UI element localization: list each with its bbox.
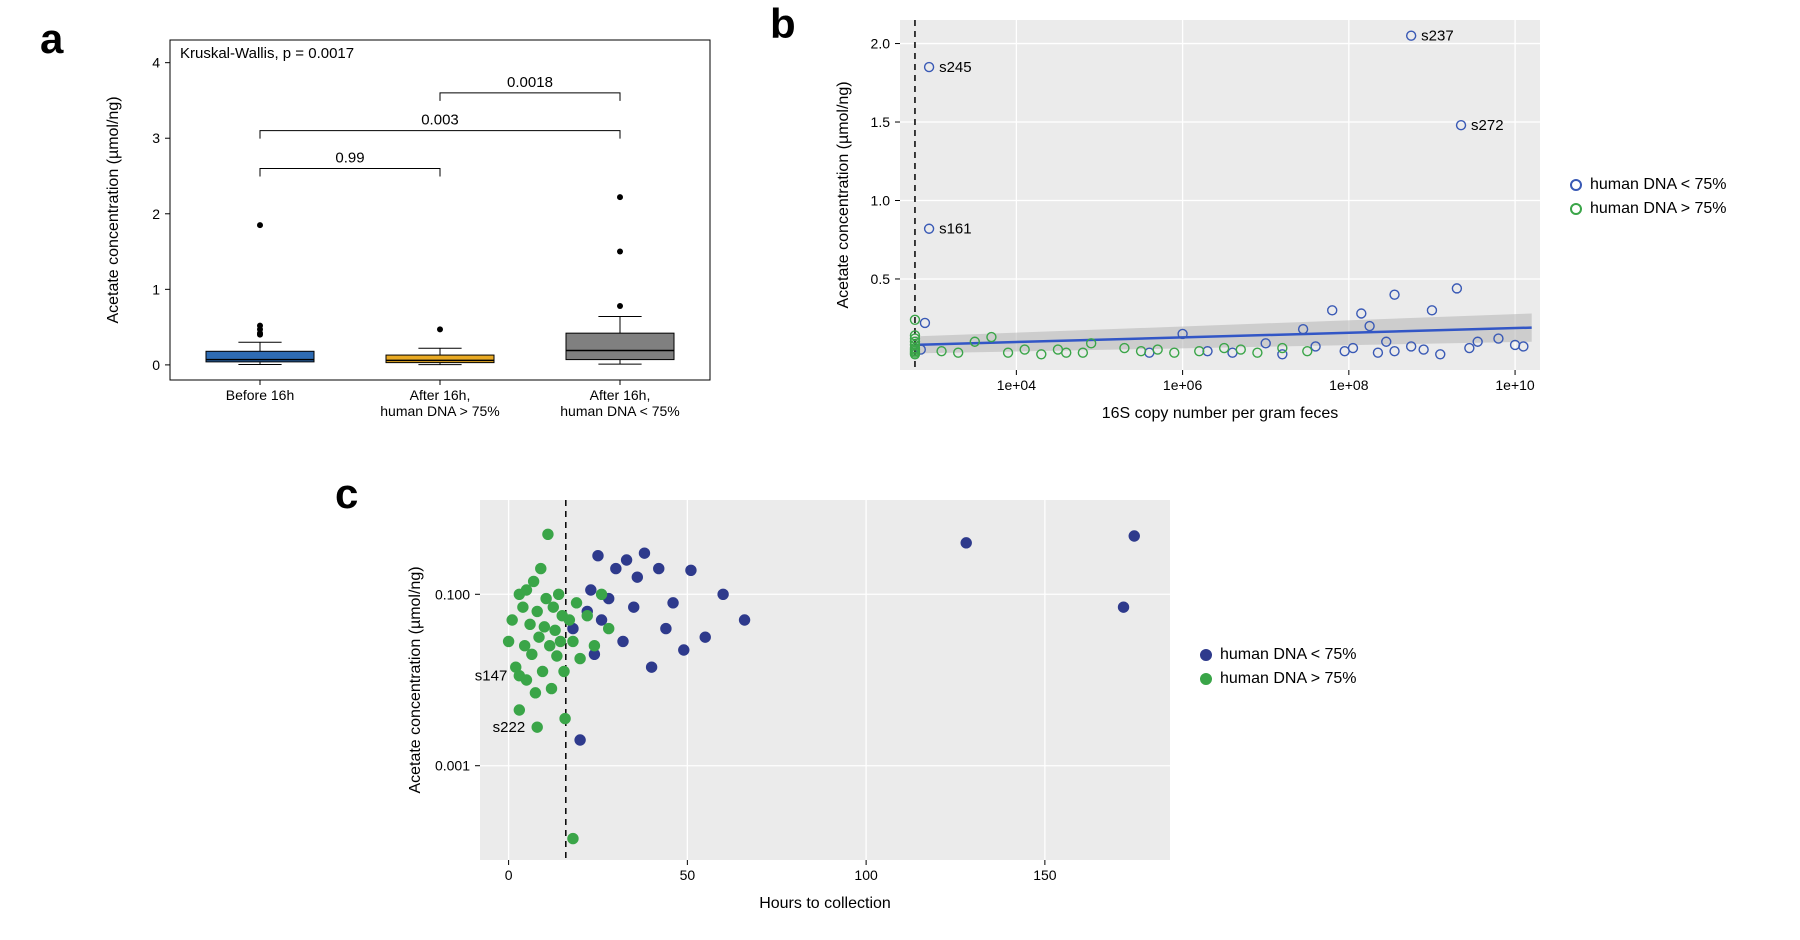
svg-text:0.5: 0.5 [871,271,891,287]
svg-text:0: 0 [505,867,513,883]
legend-item: human DNA > 75% [1570,200,1727,218]
svg-text:1e+10: 1e+10 [1495,377,1535,393]
svg-text:0.003: 0.003 [421,112,459,129]
panel-b-legend: human DNA < 75% human DNA > 75% [1570,170,1727,224]
figure-root: a b c 0 1 2 3 4 Acetate concentration (µmol/n… [0,0,1800,940]
svg-text:Hours to collection: Hours to collection [759,895,891,912]
svg-text:0.100: 0.100 [435,586,470,602]
svg-text:2.0: 2.0 [871,36,891,52]
svg-text:2: 2 [152,206,160,222]
svg-text:16S copy number per gram feces: 16S copy number per gram feces [1102,405,1339,422]
legend-item: human DNA < 75% [1570,176,1727,194]
panel-label-c: c [335,470,358,518]
legend-item: human DNA < 75% [1200,646,1357,664]
svg-text:150: 150 [1033,867,1057,883]
panel-label-a: a [40,15,63,63]
legend-label: human DNA > 75% [1220,670,1357,688]
legend-item: human DNA > 75% [1200,670,1357,688]
svg-text:1e+06: 1e+06 [1163,377,1203,393]
svg-text:1e+04: 1e+04 [997,377,1037,393]
svg-text:human DNA > 75%: human DNA > 75% [380,403,499,419]
svg-text:Before 16h: Before 16h [226,387,295,403]
svg-text:After 16h,: After 16h, [410,387,471,403]
legend-label: human DNA > 75% [1590,200,1727,218]
svg-text:1.0: 1.0 [871,192,891,208]
svg-text:1: 1 [152,281,160,297]
svg-text:s161: s161 [939,221,972,238]
panel-label-b: b [770,0,796,48]
svg-text:s272: s272 [1471,117,1504,134]
legend-label: human DNA < 75% [1590,176,1727,194]
svg-text:Acetate concentration (µmol/ng: Acetate concentration (µmol/ng) [835,81,852,308]
svg-text:s237: s237 [1421,28,1454,45]
svg-text:3: 3 [152,130,160,146]
svg-text:50: 50 [680,867,696,883]
svg-text:0.99: 0.99 [335,149,364,166]
panel-c-legend: human DNA < 75% human DNA > 75% [1200,640,1357,694]
svg-text:4: 4 [152,55,160,71]
svg-text:s222: s222 [493,719,526,736]
panel-b-scatter: s245 s161 s237 s272 1e+04 1e+06 1e+08 1e+10 0.5 1… [830,10,1550,430]
svg-text:1.5: 1.5 [871,114,891,130]
svg-text:s147: s147 [475,668,508,685]
svg-text:s245: s245 [939,59,972,76]
legend-label: human DNA < 75% [1220,646,1357,664]
svg-text:1e+08: 1e+08 [1329,377,1369,393]
svg-text:0.0018: 0.0018 [507,74,553,91]
svg-text:Kruskal-Wallis, p = 0.0017: Kruskal-Wallis, p = 0.0017 [180,45,354,62]
svg-text:0.001: 0.001 [435,758,470,774]
svg-text:0: 0 [152,357,160,373]
svg-text:After 16h,: After 16h, [590,387,651,403]
svg-text:Acetate concentration (µmol/ng: Acetate concentration (µmol/ng) [407,566,424,793]
svg-text:Acetate concentration (µmol/ng: Acetate concentration (µmol/ng) [105,96,122,323]
svg-text:human DNA < 75%: human DNA < 75% [560,403,679,419]
panel-c-scatter: s147 s222 0 50 100 150 0.001 0.100 Hours to coll… [400,490,1180,920]
svg-text:100: 100 [854,867,878,883]
panel-a-boxplot: 0 1 2 3 4 Acetate concentration (µmol/ng) Befo… [100,30,720,450]
